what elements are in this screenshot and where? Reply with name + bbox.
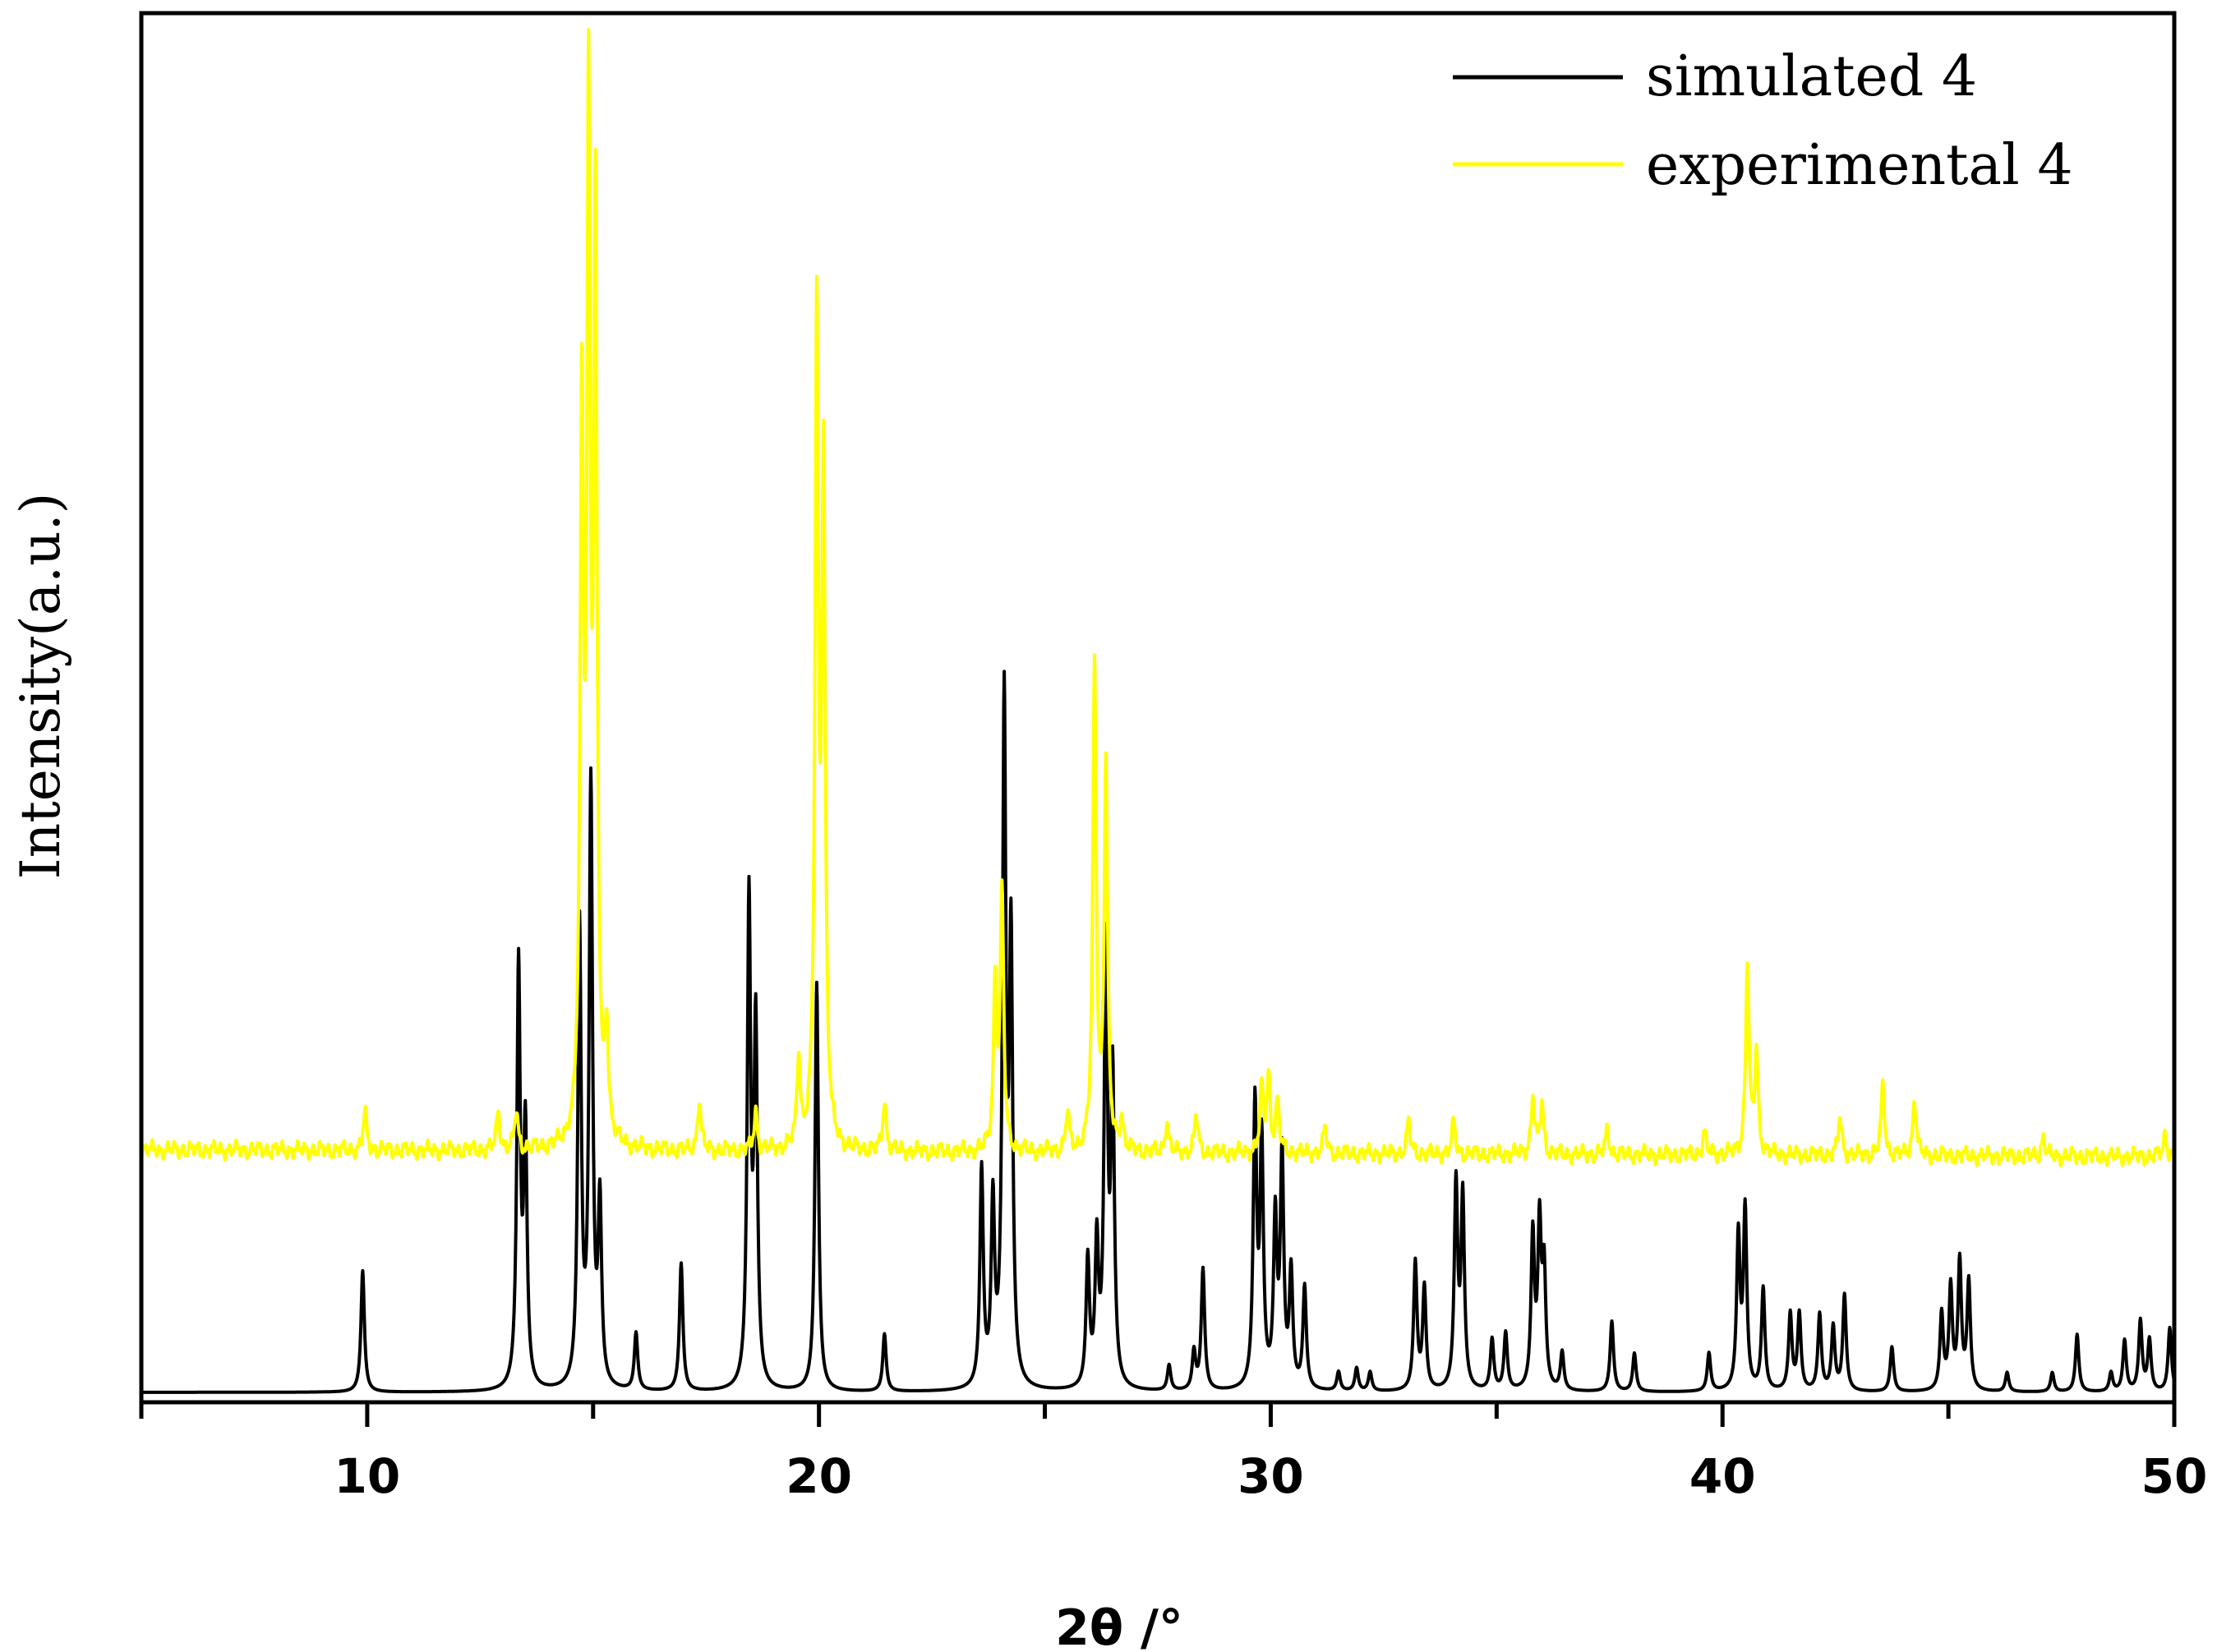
series-layer (140, 28, 2176, 1394)
legend-label-experimental: experimental 4 (1646, 133, 2073, 198)
legend-label-simulated: simulated 4 (1646, 44, 1977, 109)
x-tick-label: 20 (786, 1448, 852, 1504)
x-ticks: 10 20 30 40 50 (139, 1402, 2208, 1504)
legend: simulated 4 experimental 4 (1453, 44, 2073, 198)
x-tick-label: 10 (334, 1448, 401, 1504)
x-tick-label: 40 (1689, 1448, 1756, 1504)
series-line-experimental (140, 28, 2176, 1168)
plot-frame (139, 11, 2177, 1405)
series-line-simulated (140, 670, 2176, 1394)
y-axis-label: Intensity(a.u.) (9, 493, 72, 880)
x-tick-label: 50 (2141, 1448, 2208, 1504)
x-tick-label: 30 (1238, 1448, 1304, 1504)
x-axis-label: 2θ /° (1055, 1599, 1183, 1652)
